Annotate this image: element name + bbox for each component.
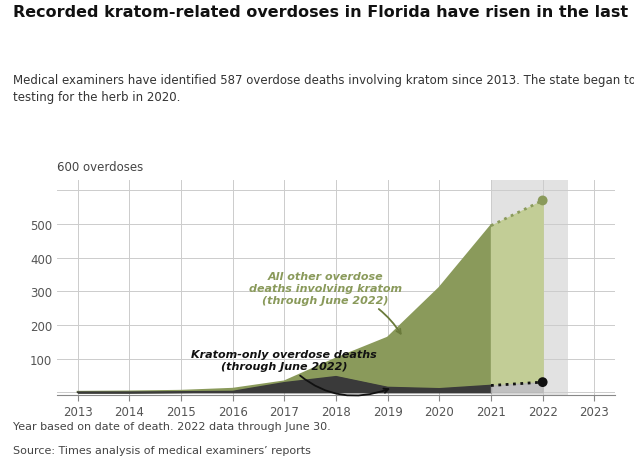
Text: Year based on date of death. 2022 data through June 30.: Year based on date of death. 2022 data t… xyxy=(13,421,330,431)
Point xyxy=(538,378,548,386)
Text: Medical examiners have identified 587 overdose deaths involving kratom since 201: Medical examiners have identified 587 ov… xyxy=(13,74,634,104)
Text: Source: Times analysis of medical examiners’ reports: Source: Times analysis of medical examin… xyxy=(13,445,311,455)
Bar xyxy=(491,181,569,395)
Text: Kratom-only overdose deaths
(through June 2022): Kratom-only overdose deaths (through Jun… xyxy=(191,350,389,396)
Text: Recorded kratom-related overdoses in Florida have risen in the last decade.: Recorded kratom-related overdoses in Flo… xyxy=(13,5,634,20)
Text: All other overdose
deaths involving kratom
(through June 2022): All other overdose deaths involving krat… xyxy=(249,272,402,334)
Text: 600 overdoses: 600 overdoses xyxy=(57,161,143,174)
Point xyxy=(538,197,548,205)
